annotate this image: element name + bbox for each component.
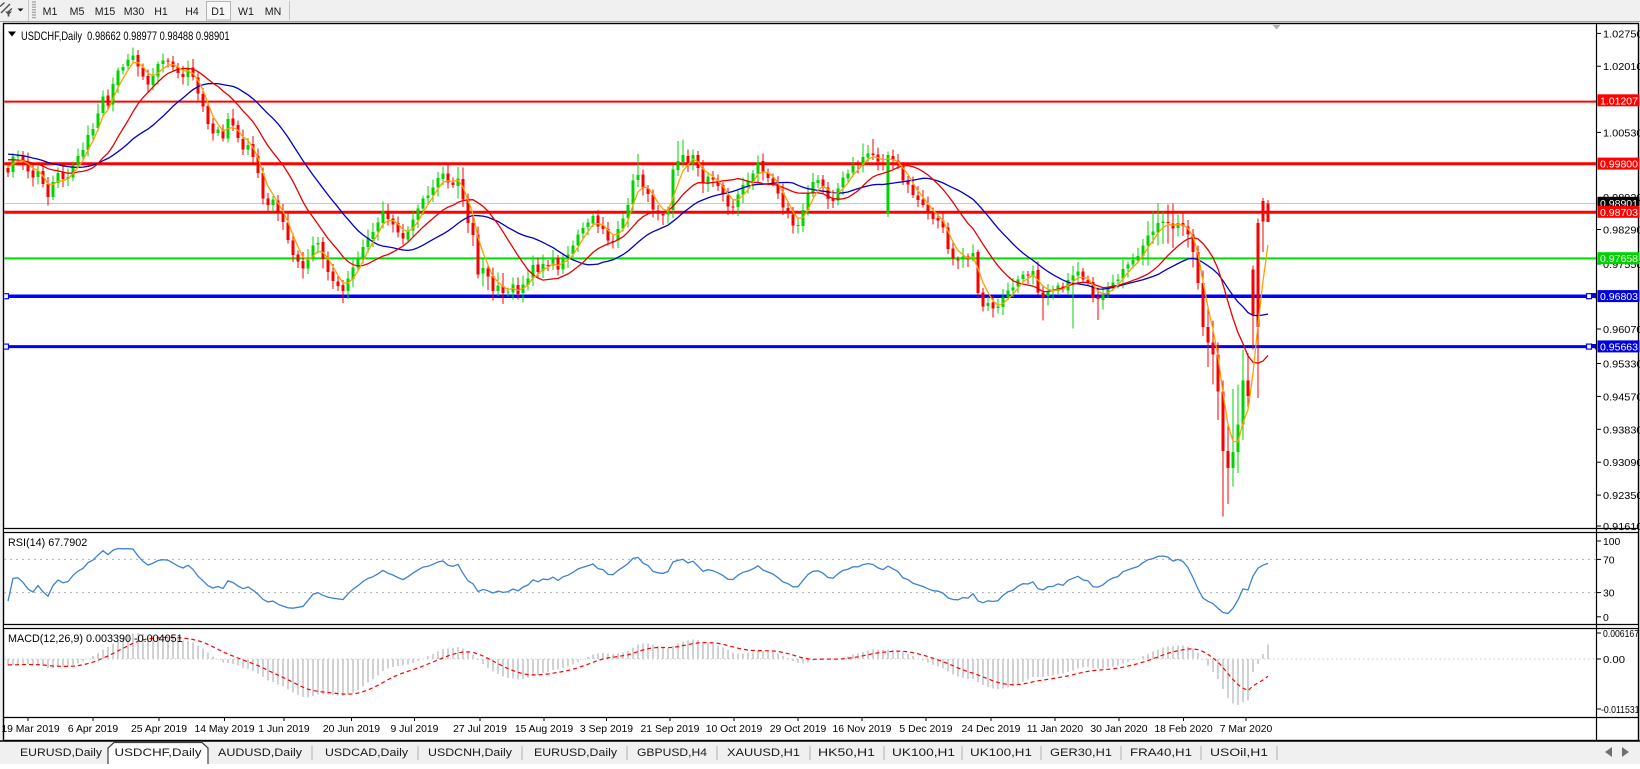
svg-text:1.02010: 1.02010 [1603, 62, 1640, 73]
svg-text:0.006167: 0.006167 [1603, 629, 1639, 640]
svg-text:0.97550: 0.97550 [1603, 260, 1640, 271]
svg-text:GBPUSD,H4: GBPUSD,H4 [637, 747, 707, 759]
svg-text:XAUUSD,H1: XAUUSD,H1 [727, 747, 800, 759]
svg-text:UK100,H1: UK100,H1 [892, 747, 955, 759]
svg-text:EURUSD,Daily: EURUSD,Daily [534, 747, 618, 759]
svg-text:EURUSD,Daily: EURUSD,Daily [20, 747, 103, 759]
svg-text:15 Aug 2019: 15 Aug 2019 [515, 724, 574, 735]
svg-text:100: 100 [1603, 537, 1621, 548]
svg-text:29 Oct 2019: 29 Oct 2019 [770, 724, 827, 735]
svg-text:M30: M30 [124, 6, 145, 18]
svg-text:6 Apr 2019: 6 Apr 2019 [68, 724, 118, 735]
svg-text:25 Apr 2019: 25 Apr 2019 [131, 724, 187, 735]
svg-text:USOil,H1: USOil,H1 [1210, 747, 1268, 759]
svg-text:0.99800: 0.99800 [1600, 160, 1638, 171]
svg-text:0.98703: 0.98703 [1600, 208, 1638, 219]
svg-text:16 Nov 2019: 16 Nov 2019 [833, 724, 892, 735]
svg-text:0.96070: 0.96070 [1603, 325, 1640, 336]
svg-text:24 Dec 2019: 24 Dec 2019 [962, 724, 1021, 735]
svg-text:USDCNH,Daily: USDCNH,Daily [428, 747, 513, 759]
svg-text:D1: D1 [211, 6, 225, 18]
svg-text:19 Mar 2019: 19 Mar 2019 [1, 724, 60, 735]
svg-text:3 Sep 2019: 3 Sep 2019 [580, 724, 633, 735]
svg-text:UK100,H1: UK100,H1 [970, 747, 1032, 759]
svg-text:0.98901: 0.98901 [1600, 199, 1638, 210]
svg-text:0.00: 0.00 [1603, 655, 1625, 666]
svg-text:1.02750: 1.02750 [1603, 29, 1640, 40]
svg-text:1 Jun 2019: 1 Jun 2019 [258, 724, 310, 735]
svg-text:USDCHF,Daily 0.98662 0.98977: USDCHF,Daily 0.98662 0.98977 0.98488 0.9… [21, 30, 230, 43]
svg-text:0.96803: 0.96803 [1600, 292, 1638, 303]
svg-text:27 Jul 2019: 27 Jul 2019 [453, 724, 507, 735]
svg-text:11 Jan 2020: 11 Jan 2020 [1027, 724, 1084, 735]
svg-text:0: 0 [1603, 613, 1609, 624]
svg-text:18 Feb 2020: 18 Feb 2020 [1154, 724, 1213, 735]
svg-text:30 Jan 2020: 30 Jan 2020 [1090, 724, 1147, 735]
svg-text:0.92350: 0.92350 [1603, 491, 1640, 502]
svg-text:14 May 2019: 14 May 2019 [194, 724, 254, 735]
svg-text:1.00530: 1.00530 [1603, 128, 1640, 139]
svg-text:RSI(14) 67.7902: RSI(14) 67.7902 [8, 537, 87, 549]
svg-text:M15: M15 [95, 6, 116, 18]
svg-text:0.98290: 0.98290 [1603, 226, 1640, 237]
svg-text:7 Mar 2020: 7 Mar 2020 [1220, 724, 1273, 735]
svg-text:MACD(12,26,9) 0.003390 -0.0040: MACD(12,26,9) 0.003390 -0.004051 [8, 633, 183, 645]
svg-text:10 Oct 2019: 10 Oct 2019 [706, 724, 763, 735]
svg-text:70: 70 [1603, 555, 1615, 566]
svg-text:0.97658: 0.97658 [1600, 254, 1638, 265]
svg-text:W1: W1 [238, 6, 254, 18]
svg-text:FRA40,H1: FRA40,H1 [1130, 747, 1192, 759]
svg-text:0.91610: 0.91610 [1603, 522, 1640, 533]
svg-text:-0.011531: -0.011531 [1601, 705, 1640, 716]
svg-text:AUDUSD,Daily: AUDUSD,Daily [218, 747, 303, 759]
svg-text:0.95330: 0.95330 [1603, 360, 1640, 371]
svg-text:H4: H4 [185, 6, 199, 18]
svg-text:H1: H1 [154, 6, 168, 18]
svg-text:0.93090: 0.93090 [1603, 458, 1640, 469]
svg-text:20 Jun 2019: 20 Jun 2019 [323, 724, 380, 735]
svg-text:USDCAD,Daily: USDCAD,Daily [325, 747, 409, 759]
svg-text:MN: MN [265, 6, 281, 18]
svg-text:USDCHF,Daily: USDCHF,Daily [115, 747, 203, 759]
svg-text:HK50,H1: HK50,H1 [818, 747, 875, 759]
svg-text:30: 30 [1603, 589, 1615, 600]
svg-text:0.94570: 0.94570 [1603, 392, 1640, 403]
svg-text:M5: M5 [70, 6, 85, 18]
svg-text:5 Dec 2019: 5 Dec 2019 [899, 724, 952, 735]
svg-text:9 Jul 2019: 9 Jul 2019 [391, 724, 439, 735]
svg-text:21 Sep 2019: 21 Sep 2019 [641, 724, 700, 735]
svg-text:0.95663: 0.95663 [1600, 342, 1638, 353]
svg-text:M1: M1 [43, 6, 58, 18]
svg-text:0.93830: 0.93830 [1603, 425, 1640, 436]
svg-text:GER30,H1: GER30,H1 [1050, 747, 1112, 759]
svg-text:1.01207: 1.01207 [1600, 96, 1638, 107]
